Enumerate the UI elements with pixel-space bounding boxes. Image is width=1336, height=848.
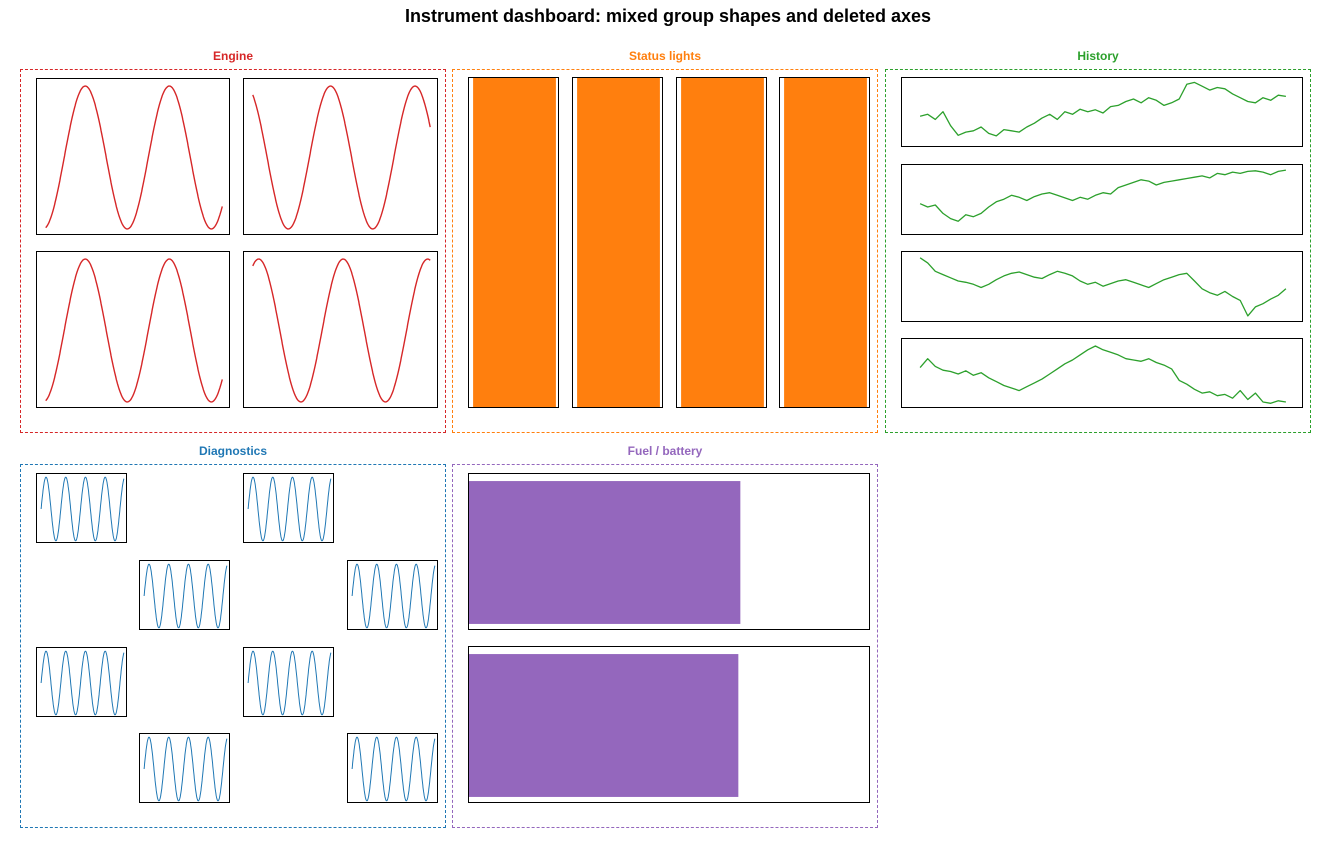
engine-axes-2 [243, 78, 438, 235]
history-line-1 [919, 81, 1287, 137]
engine-line-4 [252, 258, 431, 403]
engine-axes-3 [36, 251, 230, 408]
diagnostics-axes-2 [243, 473, 334, 543]
engine-line-3 [45, 258, 223, 403]
status-axes-4 [779, 77, 870, 408]
fuel-bar [469, 481, 741, 624]
diagnostics-series-line [40, 476, 125, 542]
fuel-group-title: Fuel / battery [627, 444, 703, 458]
diagnostics-axes-8 [347, 733, 438, 803]
fuel-axes-2 [468, 646, 870, 803]
fuel-axes-1 [468, 473, 870, 630]
diagnostics-series-line [143, 563, 228, 629]
diagnostics-line-8 [351, 736, 436, 802]
diagnostics-axes-7 [139, 733, 230, 803]
diagnostics-line-4 [351, 563, 436, 629]
status-bar [681, 78, 764, 407]
diagnostics-axes-3 [139, 560, 230, 630]
fuel-bar-2 [469, 654, 739, 797]
fuel-bar [469, 654, 739, 797]
history-series-line [919, 81, 1287, 137]
engine-series-line [45, 85, 223, 230]
status-group-box [452, 69, 878, 433]
engine-series-line [252, 258, 431, 403]
diagnostics-series-line [247, 650, 332, 716]
engine-series-line [252, 85, 431, 230]
status-axes-3 [676, 77, 767, 408]
figure-title: Instrument dashboard: mixed group shapes… [404, 6, 932, 26]
status-bar-1 [473, 78, 556, 407]
diagnostics-line-6 [247, 650, 332, 716]
diagnostics-series-line [351, 563, 436, 629]
history-series-line [919, 257, 1287, 317]
diagnostics-line-3 [143, 563, 228, 629]
diagnostics-line-1 [40, 476, 125, 542]
history-line-3 [919, 257, 1287, 317]
status-bar-2 [577, 78, 660, 407]
diagnostics-axes-5 [36, 647, 127, 717]
status-bar-3 [681, 78, 764, 407]
status-bar [784, 78, 867, 407]
fuel-bar-1 [469, 481, 741, 624]
diagnostics-line-5 [40, 650, 125, 716]
history-line-4 [919, 345, 1287, 404]
diagnostics-axes-6 [243, 647, 334, 717]
engine-series-line [45, 258, 223, 403]
history-group-box [885, 69, 1311, 433]
status-axes-2 [572, 77, 663, 408]
history-axes-2 [901, 164, 1303, 235]
status-group-title: Status lights [628, 49, 701, 63]
engine-line-2 [252, 85, 431, 230]
diagnostics-line-2 [247, 476, 332, 542]
diagnostics-series-line [143, 736, 228, 802]
diagnostics-line-7 [143, 736, 228, 802]
engine-axes-1 [36, 78, 230, 235]
history-axes-1 [901, 77, 1303, 147]
diagnostics-series-line [40, 650, 125, 716]
history-series-line [919, 169, 1287, 222]
history-axes-3 [901, 251, 1303, 322]
diagnostics-group-title: Diagnostics [198, 444, 267, 458]
status-axes-1 [468, 77, 559, 408]
status-bar [577, 78, 660, 407]
fuel-group-box [452, 464, 878, 828]
diagnostics-group-box [20, 464, 446, 828]
engine-axes-4 [243, 251, 438, 408]
engine-group-title: Engine [212, 49, 253, 63]
diagnostics-series-line [247, 476, 332, 542]
history-line-2 [919, 169, 1287, 222]
history-axes-4 [901, 338, 1303, 408]
history-group-title: History [1077, 49, 1119, 63]
engine-line-1 [45, 85, 223, 230]
history-series-line [919, 345, 1287, 404]
diagnostics-series-line [351, 736, 436, 802]
diagnostics-axes-1 [36, 473, 127, 543]
engine-group-box [20, 69, 446, 433]
status-bar-4 [784, 78, 867, 407]
diagnostics-axes-4 [347, 560, 438, 630]
status-bar [473, 78, 556, 407]
